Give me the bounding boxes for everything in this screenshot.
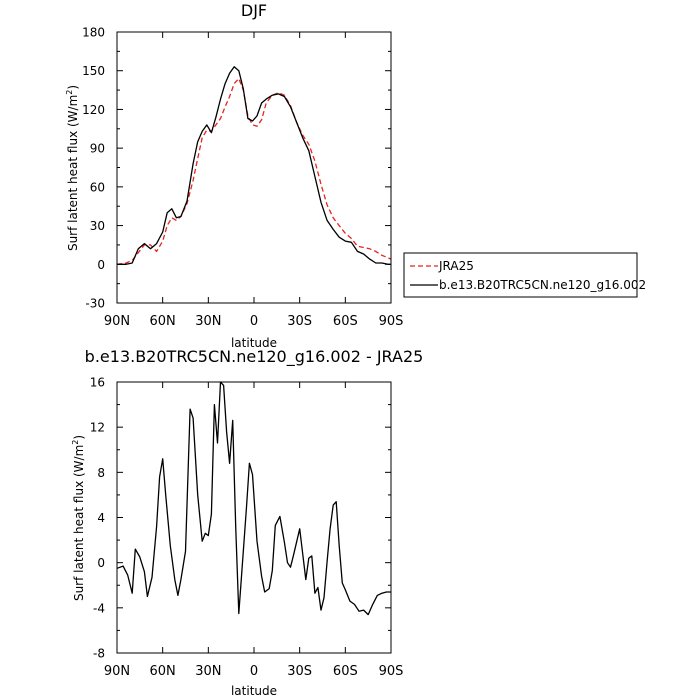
- panel-title: DJF: [241, 1, 267, 20]
- y-tick-label: 0: [97, 258, 105, 272]
- y-axis-label-sup: 2: [65, 90, 74, 95]
- panel-djf: DJF 90N 60N 30N 0 30S 60S 90S -30 0 30 60 90 120 150 1…: [65, 1, 646, 350]
- y-axis-label-close: ): [72, 435, 86, 440]
- legend: JRA25 b.e13.B20TRC5CN.ne120_g16.002: [403, 252, 646, 298]
- x-tick-label: 60N: [150, 314, 176, 329]
- series-layer: [116, 66, 392, 265]
- y-tick-label: 8: [97, 466, 105, 480]
- x-tick-label: 60N: [150, 664, 176, 679]
- axis-tick-labels: 90N 60N 30N 0 30S 60S 90S -30 0 30 60 90 120 150 180: [82, 26, 403, 330]
- panel-difference: b.e13.B20TRC5CN.ne120_g16.002 - JRA25 90…: [71, 347, 423, 698]
- series-line-model: [117, 66, 391, 265]
- plot-frame: [116, 31, 392, 304]
- y-tick-label: 0: [97, 556, 105, 570]
- y-tick-label: 60: [90, 180, 105, 194]
- axis-tick-labels: 90N 60N 30N 0 30S 60S 90S -8 -4 0 4 8 12 16: [90, 376, 404, 680]
- x-tick-label: 90S: [379, 314, 404, 329]
- axis-ticks: [116, 381, 392, 654]
- x-tick-label: 60S: [333, 664, 358, 679]
- x-axis-label: latitude: [231, 336, 277, 350]
- x-tick-label: 90N: [104, 664, 130, 679]
- x-tick-label: 60S: [333, 314, 358, 329]
- series-line-jra25: [116, 77, 392, 265]
- x-axis-label: latitude: [231, 684, 277, 698]
- x-tick-label: 90N: [104, 314, 130, 329]
- plot-frame: [116, 381, 392, 654]
- y-tick-label: -8: [93, 647, 105, 661]
- series-layer: [116, 381, 391, 616]
- y-tick-label: 4: [97, 511, 105, 525]
- y-tick-label: 180: [82, 26, 105, 40]
- series-line-difference: [116, 381, 391, 616]
- y-tick-label: 16: [90, 376, 105, 390]
- y-axis-label-main: Surf latent heat flux (W/m: [72, 445, 86, 601]
- x-tick-label: 90S: [379, 664, 404, 679]
- y-axis-label-sup: 2: [71, 440, 80, 445]
- x-tick-label: 30N: [195, 314, 221, 329]
- x-tick-label: 30S: [287, 314, 312, 329]
- y-tick-label: -4: [93, 601, 105, 615]
- legend-box: [403, 252, 638, 298]
- x-tick-label: 0: [250, 314, 258, 329]
- axis-ticks: [116, 31, 392, 304]
- y-axis-label-main: Surf latent heat flux (W/m: [66, 95, 80, 251]
- y-tick-label: 120: [82, 103, 105, 117]
- x-tick-label: 30S: [287, 664, 312, 679]
- y-tick-label: -30: [85, 297, 105, 311]
- x-tick-label: 30N: [195, 664, 221, 679]
- y-tick-label: 150: [82, 64, 105, 78]
- y-axis-label: Surf latent heat flux (W/m2): [65, 85, 80, 251]
- y-tick-label: 90: [90, 142, 105, 156]
- y-tick-label: 12: [90, 421, 105, 435]
- legend-label-model: b.e13.B20TRC5CN.ne120_g16.002: [439, 278, 646, 292]
- legend-label-jra25: JRA25: [438, 259, 474, 273]
- y-axis-label-close: ): [66, 85, 80, 90]
- panel-title: b.e13.B20TRC5CN.ne120_g16.002 - JRA25: [85, 347, 424, 367]
- y-tick-label: 30: [90, 219, 105, 233]
- y-axis-label: Surf latent heat flux (W/m2): [71, 435, 86, 601]
- x-tick-label: 0: [250, 664, 258, 679]
